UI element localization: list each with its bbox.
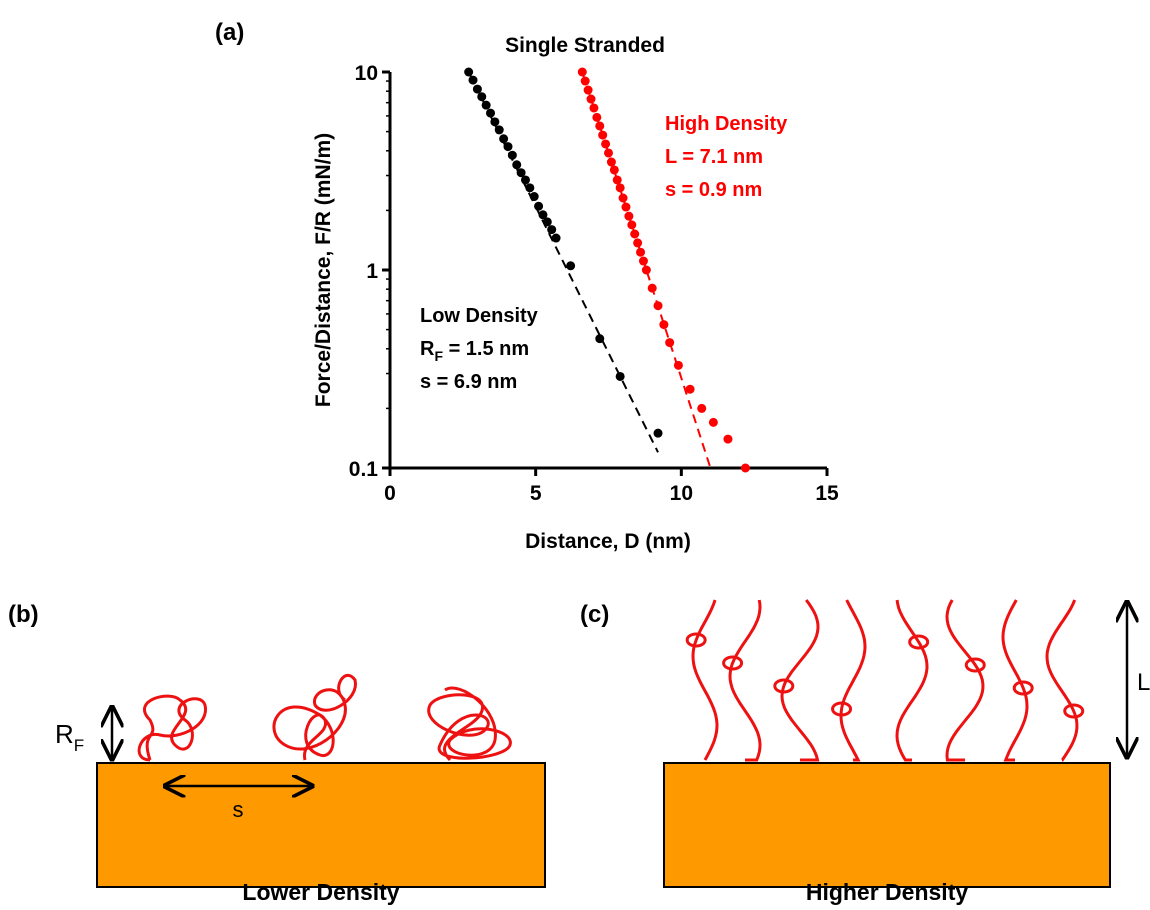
chain-loop <box>722 655 744 671</box>
point <box>595 121 605 131</box>
chain <box>895 599 929 762</box>
chain <box>780 599 820 762</box>
point <box>499 134 509 144</box>
point <box>641 265 651 275</box>
point <box>534 201 544 211</box>
fit-line <box>467 71 659 453</box>
annotation: High Density <box>665 113 788 135</box>
x-tick-label: 15 <box>815 482 839 505</box>
substrate <box>96 762 546 888</box>
annotation: Low Density <box>420 305 539 327</box>
chart-title: Single Stranded <box>505 34 665 57</box>
x-tick-label: 0 <box>384 482 396 505</box>
annotation: s = 0.9 nm <box>665 179 762 201</box>
y-tick-label: 0.1 <box>349 458 379 481</box>
coil <box>427 686 512 762</box>
chain-loop <box>773 678 795 694</box>
coils <box>137 673 512 762</box>
point <box>538 210 548 220</box>
chain <box>1045 599 1079 762</box>
fit-line <box>581 71 712 469</box>
panel-label: (b) <box>8 601 39 628</box>
panel-label: (a) <box>215 19 244 46</box>
point <box>580 76 590 86</box>
point <box>477 92 487 102</box>
plot: 0 5 10 15 0.1 1 10 High Density L = 7.1 nm s = 0.… <box>349 62 839 505</box>
x-axis-label: Distance, D (nm) <box>525 530 691 553</box>
point <box>586 94 596 104</box>
coil <box>137 694 207 762</box>
point <box>609 165 619 175</box>
point <box>525 183 535 193</box>
chain <box>691 599 719 761</box>
y-axis-label: Force/Distance, F/R (mN/m) <box>312 133 335 407</box>
chain <box>839 599 867 762</box>
panel-label: (c) <box>580 601 609 628</box>
chains <box>685 599 1085 762</box>
chain-loop <box>1012 680 1034 696</box>
point <box>697 403 707 413</box>
y-tick-label: 1 <box>366 260 378 283</box>
point <box>665 338 675 348</box>
point <box>618 193 628 203</box>
point <box>551 233 561 243</box>
annotation-part: s = 0.9 nm <box>665 179 762 201</box>
point <box>659 320 669 330</box>
chain <box>1001 599 1029 762</box>
point <box>685 384 695 394</box>
point <box>740 463 750 473</box>
x-tick-label: 10 <box>670 482 693 505</box>
height-label: RF <box>55 719 84 755</box>
annotation-part: R <box>420 338 435 360</box>
point <box>723 434 733 444</box>
point <box>547 225 557 235</box>
annotation: s = 6.9 nm <box>420 371 517 393</box>
chain <box>945 599 985 762</box>
point <box>636 247 646 257</box>
height-label: L <box>1137 669 1150 696</box>
point <box>653 428 663 438</box>
chain <box>728 599 762 762</box>
chain-loop <box>685 632 707 648</box>
point <box>486 108 496 118</box>
annotation-part: = 1.5 nm <box>443 338 529 360</box>
point <box>627 220 637 230</box>
chain-loop <box>908 634 930 650</box>
chain-loop <box>964 657 986 673</box>
point <box>512 160 522 170</box>
label-text: R <box>55 719 74 749</box>
chain-loop <box>831 701 853 717</box>
y-tick-label: 10 <box>355 62 378 85</box>
annotation-part: F <box>434 348 443 364</box>
caption: Lower Density <box>242 879 399 905</box>
point <box>468 75 478 85</box>
spacing-label: s <box>233 797 244 822</box>
annotation-part: s = 6.9 nm <box>420 371 517 393</box>
point <box>566 261 576 271</box>
caption: Higher Density <box>806 879 969 905</box>
point <box>516 168 526 178</box>
coil <box>272 673 357 761</box>
point <box>604 148 613 158</box>
point <box>615 371 625 381</box>
substrate <box>663 762 1111 888</box>
annotation: RF = 1.5 nm <box>420 338 529 364</box>
label-subscript: F <box>74 736 84 755</box>
x-tick-label: 5 <box>530 482 542 505</box>
point <box>633 238 643 248</box>
annotation: L = 7.1 nm <box>665 146 763 168</box>
annotation-part: L = 7.1 nm <box>665 146 763 168</box>
point <box>708 417 718 427</box>
annotation-part: Low Density <box>420 305 539 327</box>
annotation-part: High Density <box>665 113 788 135</box>
chain-loop <box>1063 703 1085 719</box>
